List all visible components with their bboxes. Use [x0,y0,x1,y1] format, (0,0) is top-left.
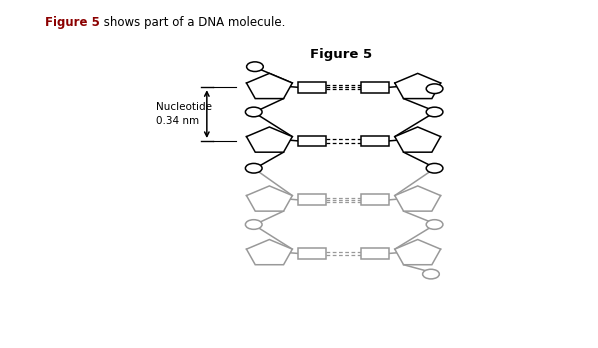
Bar [298,82,326,93]
Bar [298,135,326,146]
Text: Figure 5: Figure 5 [45,16,100,29]
Polygon shape [395,186,441,211]
Bar [298,195,326,205]
Polygon shape [246,239,292,265]
Circle shape [426,84,443,94]
Polygon shape [395,127,441,152]
Circle shape [423,269,440,279]
Polygon shape [246,127,292,152]
Circle shape [426,220,443,229]
Polygon shape [246,186,292,211]
Circle shape [426,164,443,173]
Polygon shape [246,73,292,98]
Text: Figure 5: Figure 5 [310,48,373,62]
Circle shape [246,62,263,71]
Polygon shape [395,73,441,98]
Text: 0.34 nm: 0.34 nm [156,116,199,126]
Bar [361,248,389,259]
Polygon shape [395,239,441,265]
Bar [361,135,389,146]
Circle shape [245,220,262,229]
Text: Nucleotide: Nucleotide [156,102,212,112]
Circle shape [426,107,443,117]
Bar [298,248,326,259]
Circle shape [245,107,262,117]
Bar [361,195,389,205]
Circle shape [245,164,262,173]
Bar [361,82,389,93]
Text: shows part of a DNA molecule.: shows part of a DNA molecule. [100,16,285,29]
